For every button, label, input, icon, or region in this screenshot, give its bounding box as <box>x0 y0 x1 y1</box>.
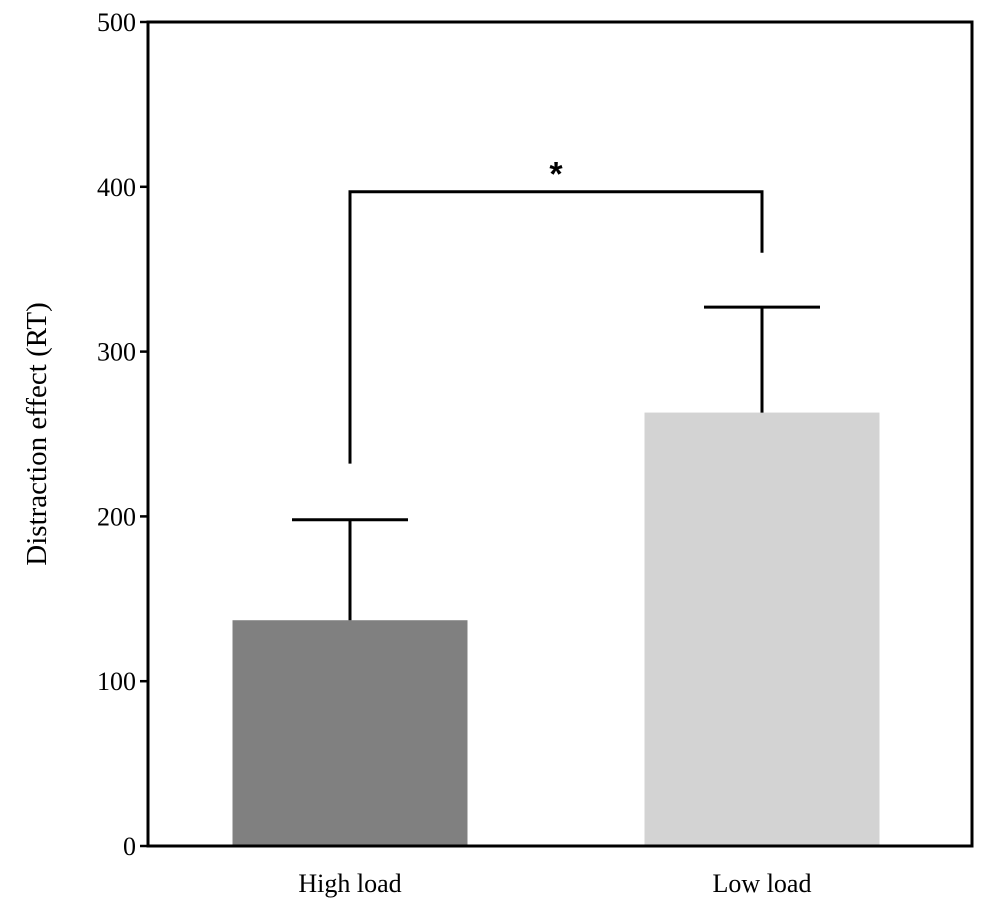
y-axis-ticks: 0 100 200 300 400 500 <box>97 8 148 861</box>
bar <box>644 412 880 846</box>
y-tick-label: 200 <box>97 502 136 531</box>
x-axis-ticks: High load Low load <box>298 869 811 898</box>
error-bars-layer <box>292 305 820 621</box>
x-tick-label: Low load <box>713 869 812 898</box>
y-axis-title: Distraction effect (RT) <box>21 302 53 565</box>
significance-bracket <box>348 190 764 464</box>
bars-layer <box>232 412 880 846</box>
bar <box>232 620 468 846</box>
y-tick-label: 100 <box>97 667 136 696</box>
significance-marker: * <box>549 156 563 194</box>
y-tick-label: 500 <box>97 8 136 37</box>
significance-layer: * <box>348 156 764 464</box>
y-tick-label: 400 <box>97 173 136 202</box>
y-tick-label: 0 <box>123 832 136 861</box>
x-tick-label: High load <box>298 869 401 898</box>
y-tick-label: 300 <box>97 338 136 367</box>
plot-frame <box>146 20 974 848</box>
